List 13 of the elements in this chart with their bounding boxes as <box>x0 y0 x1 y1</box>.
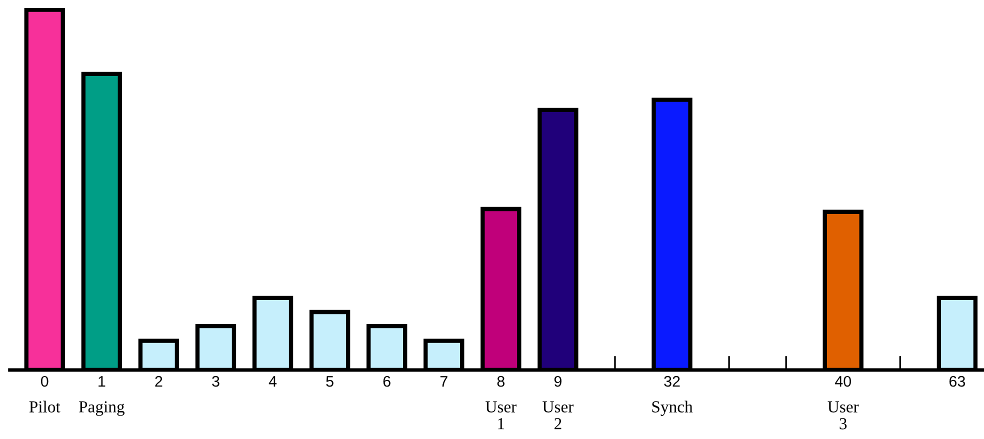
category-label: 32 Synch <box>652 376 693 416</box>
category-label: 8 User 1 <box>486 376 516 430</box>
x-tick-label: 3 <box>212 376 220 387</box>
x-tick-label: 4 <box>268 376 277 387</box>
x-tick-label: 63 <box>949 376 966 387</box>
category-label: 1 Paging <box>78 376 124 416</box>
x-tick-label: 5 <box>326 376 334 387</box>
category-label: 40 User 3 <box>828 376 859 430</box>
x-tick-label: 2 <box>155 376 162 387</box>
category-label: 0 Pilot <box>29 376 60 412</box>
x-tick-label: 7 <box>440 376 448 387</box>
category-label: 9 User 2 <box>542 376 574 430</box>
x-tick-label: 6 <box>383 376 390 387</box>
